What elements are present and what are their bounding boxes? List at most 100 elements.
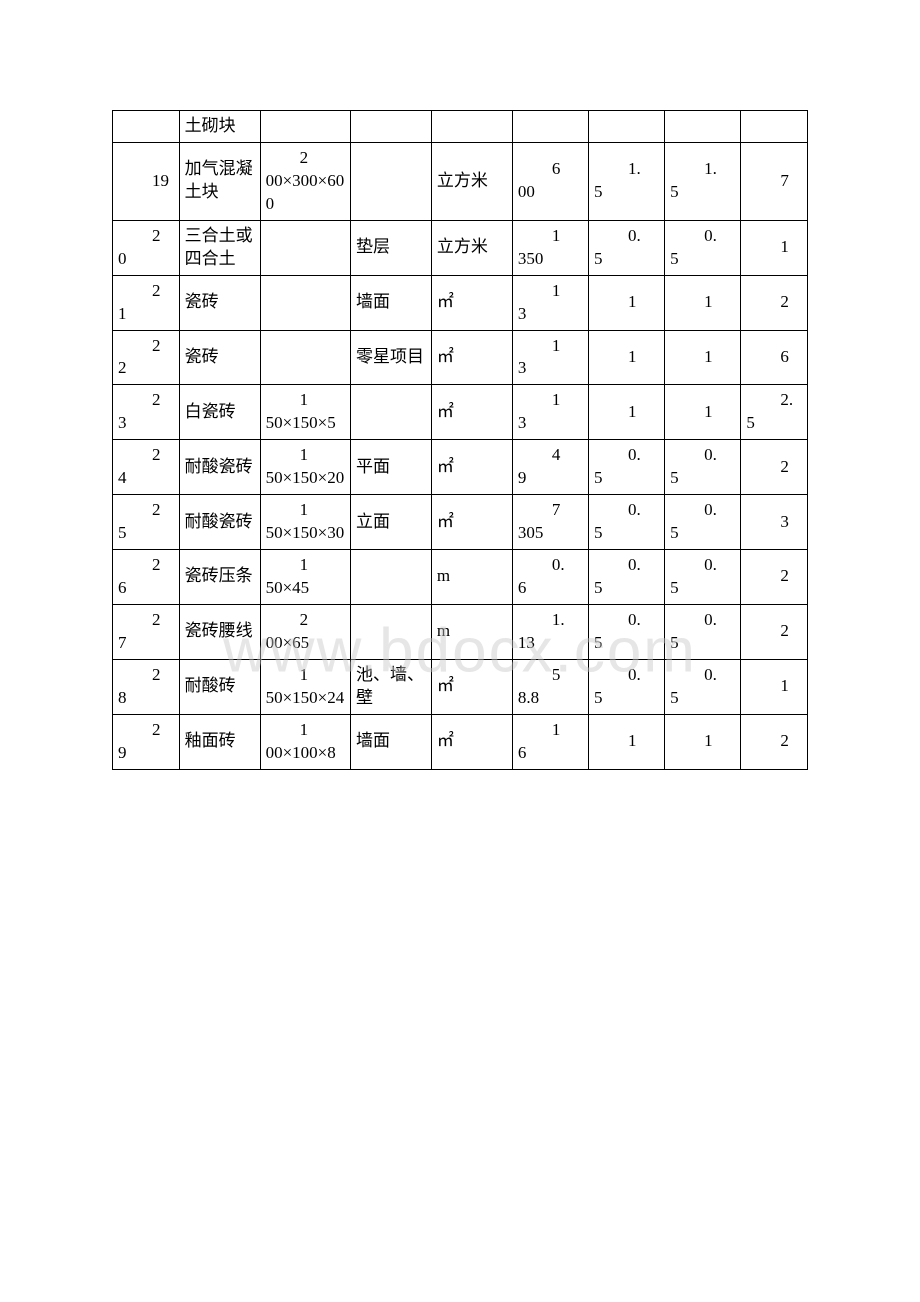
cell-spec: 200×65 — [260, 604, 350, 659]
cell-v1: 0.6 — [512, 550, 588, 605]
cell-v4: 2 — [741, 275, 808, 330]
cell-name: 加气混凝土块 — [179, 142, 260, 220]
cell-unit: ㎡ — [431, 440, 512, 495]
cell-v3: 1 — [665, 714, 741, 769]
cell-unit: ㎡ — [431, 714, 512, 769]
cell-v3 — [665, 111, 741, 143]
cell-v3: 0.5 — [665, 220, 741, 275]
cell-index: 22 — [113, 330, 180, 385]
cell-index: 27 — [113, 604, 180, 659]
cell-spec — [260, 220, 350, 275]
cell-usage: 零星项目 — [351, 330, 432, 385]
table-row: 21 瓷砖 墙面 ㎡ 13 1 1 2 — [113, 275, 808, 330]
cell-spec: 150×150×24 — [260, 659, 350, 714]
cell-v4: 2.5 — [741, 385, 808, 440]
cell-v4: 2 — [741, 604, 808, 659]
cell-v1: 13 — [512, 275, 588, 330]
cell-unit — [431, 111, 512, 143]
cell-spec — [260, 330, 350, 385]
cell-index: 20 — [113, 220, 180, 275]
cell-v2: 0.5 — [589, 550, 665, 605]
cell-index: 28 — [113, 659, 180, 714]
cell-name: 土砌块 — [179, 111, 260, 143]
table-row: 27 瓷砖腰线 200×65 m 1.13 0.5 0.5 2 — [113, 604, 808, 659]
cell-v1: 49 — [512, 440, 588, 495]
cell-name: 白瓷砖 — [179, 385, 260, 440]
table-row: 23 白瓷砖 150×150×5 ㎡ 13 1 1 2.5 — [113, 385, 808, 440]
cell-spec: 200×300×600 — [260, 142, 350, 220]
cell-v3: 0.5 — [665, 604, 741, 659]
cell-v4: 2 — [741, 550, 808, 605]
cell-index: 19 — [113, 142, 180, 220]
cell-name: 瓷砖压条 — [179, 550, 260, 605]
cell-name: 三合土或四合土 — [179, 220, 260, 275]
cell-unit: m — [431, 604, 512, 659]
cell-v1 — [512, 111, 588, 143]
cell-v2 — [589, 111, 665, 143]
cell-spec: 150×150×20 — [260, 440, 350, 495]
cell-usage: 墙面 — [351, 714, 432, 769]
cell-index: 23 — [113, 385, 180, 440]
cell-v1: 7305 — [512, 495, 588, 550]
cell-v2: 1 — [589, 385, 665, 440]
cell-unit: 立方米 — [431, 220, 512, 275]
cell-usage: 墙面 — [351, 275, 432, 330]
cell-unit: ㎡ — [431, 275, 512, 330]
cell-name: 耐酸瓷砖 — [179, 440, 260, 495]
cell-v4: 1 — [741, 659, 808, 714]
cell-usage — [351, 111, 432, 143]
cell-spec: 150×150×30 — [260, 495, 350, 550]
cell-v3: 0.5 — [665, 659, 741, 714]
table-row: 28 耐酸砖 150×150×24 池、墙、壁 ㎡ 58.8 0.5 0.5 1 — [113, 659, 808, 714]
cell-name: 瓷砖腰线 — [179, 604, 260, 659]
cell-usage: 垫层 — [351, 220, 432, 275]
cell-v2: 1 — [589, 330, 665, 385]
cell-name: 耐酸砖 — [179, 659, 260, 714]
table-row: 24 耐酸瓷砖 150×150×20 平面 ㎡ 49 0.5 0.5 2 — [113, 440, 808, 495]
cell-v4: 7 — [741, 142, 808, 220]
cell-usage — [351, 550, 432, 605]
table-row: 土砌块 — [113, 111, 808, 143]
cell-index: 29 — [113, 714, 180, 769]
cell-v3: 1 — [665, 385, 741, 440]
cell-v3: 1.5 — [665, 142, 741, 220]
cell-v2: 0.5 — [589, 495, 665, 550]
cell-v1: 600 — [512, 142, 588, 220]
cell-v1: 58.8 — [512, 659, 588, 714]
cell-name: 耐酸瓷砖 — [179, 495, 260, 550]
cell-v3: 0.5 — [665, 495, 741, 550]
cell-v1: 13 — [512, 385, 588, 440]
cell-index: 24 — [113, 440, 180, 495]
table-row: 20 三合土或四合土 垫层 立方米 1350 0.5 0.5 1 — [113, 220, 808, 275]
cell-unit: ㎡ — [431, 495, 512, 550]
cell-v4: 1 — [741, 220, 808, 275]
table-row: 29 釉面砖 100×100×8 墙面 ㎡ 16 1 1 2 — [113, 714, 808, 769]
table-row: 25 耐酸瓷砖 150×150×30 立面 ㎡ 7305 0.5 0.5 3 — [113, 495, 808, 550]
cell-usage: 池、墙、壁 — [351, 659, 432, 714]
cell-spec: 100×100×8 — [260, 714, 350, 769]
cell-v2: 1 — [589, 275, 665, 330]
cell-v3: 1 — [665, 275, 741, 330]
cell-v4: 2 — [741, 440, 808, 495]
table-row: 26 瓷砖压条 150×45 m 0.6 0.5 0.5 2 — [113, 550, 808, 605]
cell-v1: 16 — [512, 714, 588, 769]
cell-name: 釉面砖 — [179, 714, 260, 769]
cell-v4 — [741, 111, 808, 143]
materials-table: 土砌块 19 加气混凝土块 200×300×600 立方米 600 1.5 1.… — [112, 110, 808, 770]
cell-index: 26 — [113, 550, 180, 605]
cell-index: 25 — [113, 495, 180, 550]
cell-spec — [260, 275, 350, 330]
cell-spec — [260, 111, 350, 143]
cell-index: 21 — [113, 275, 180, 330]
cell-name: 瓷砖 — [179, 330, 260, 385]
cell-v2: 0.5 — [589, 604, 665, 659]
cell-unit: ㎡ — [431, 385, 512, 440]
cell-usage: 立面 — [351, 495, 432, 550]
table-row: 19 加气混凝土块 200×300×600 立方米 600 1.5 1.5 7 — [113, 142, 808, 220]
cell-v2: 1.5 — [589, 142, 665, 220]
cell-unit: m — [431, 550, 512, 605]
cell-v4: 6 — [741, 330, 808, 385]
cell-v2: 0.5 — [589, 220, 665, 275]
cell-v1: 1350 — [512, 220, 588, 275]
cell-usage: 平面 — [351, 440, 432, 495]
